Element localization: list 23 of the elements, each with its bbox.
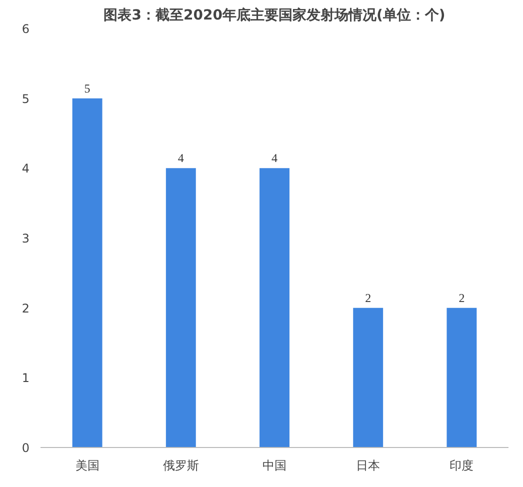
bar: [446, 308, 477, 448]
y-tick-label: 0: [22, 441, 30, 455]
bar: [260, 168, 290, 448]
data-label: 2: [365, 290, 372, 305]
data-label: 4: [272, 151, 278, 166]
y-tick-label: 5: [22, 92, 30, 106]
y-tick-label: 2: [22, 301, 30, 316]
x-tick-label: 美国: [75, 458, 100, 472]
x-tick-label: 日本: [356, 458, 380, 472]
x-tick-label: 俄罗斯: [162, 458, 199, 472]
bar: [166, 168, 196, 448]
y-tick-label: 4: [22, 162, 30, 176]
chart-title: 图表3：截至2020年底主要国家发射场情况(单位：个): [104, 6, 446, 24]
data-label: 5: [84, 81, 90, 96]
x-tick-label: 印度: [450, 458, 474, 472]
data-label: 4: [178, 151, 184, 166]
data-label: 2: [458, 290, 465, 305]
bar: [353, 308, 384, 448]
y-tick-label: 3: [22, 232, 30, 246]
bar: [72, 98, 102, 448]
y-tick-label: 6: [22, 22, 30, 36]
x-tick-label: 中国: [262, 458, 286, 472]
y-tick-label: 1: [22, 371, 30, 386]
